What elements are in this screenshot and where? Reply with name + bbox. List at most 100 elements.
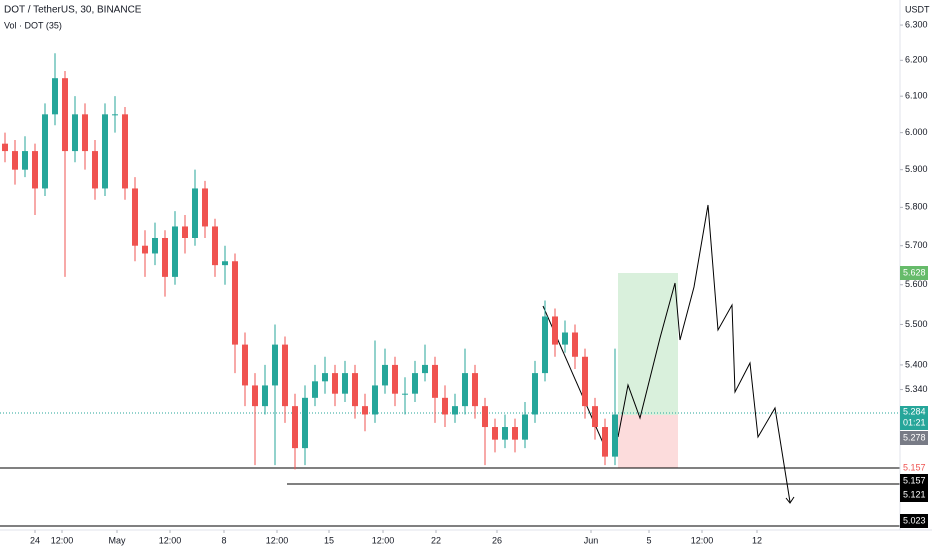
candle-body — [582, 356, 588, 407]
candle-body — [442, 397, 448, 415]
x-tick-label: 15 — [324, 535, 334, 545]
y-tick-label: 5.900 — [905, 164, 928, 174]
candle-body — [252, 385, 258, 407]
candle-body — [172, 226, 178, 277]
y-tick-label: 5.600 — [905, 279, 928, 289]
x-tick-label: 22 — [431, 535, 441, 545]
candle-body — [182, 226, 188, 238]
candle-body — [362, 406, 368, 415]
badge — [900, 266, 928, 280]
candle-body — [122, 114, 128, 189]
badge-label: 01:21 — [903, 417, 926, 427]
candle-body — [502, 427, 508, 440]
candle-body — [572, 332, 578, 357]
badge-label: 5.278 — [903, 432, 926, 442]
candle-body — [222, 261, 228, 266]
candle-body — [372, 385, 378, 415]
candle-body — [12, 151, 18, 170]
candle-body — [162, 237, 168, 277]
candle-body — [402, 393, 408, 395]
candle-body — [412, 373, 418, 394]
candle-body — [272, 344, 278, 386]
x-tick-label: 24 — [30, 535, 40, 545]
candle-body — [422, 364, 428, 374]
candle-body — [72, 114, 78, 152]
badge-label: 5.157 — [903, 462, 926, 472]
candle-body — [602, 427, 608, 457]
candle-body — [132, 188, 138, 246]
x-tick-label: 5 — [646, 535, 651, 545]
candle-body — [262, 385, 268, 407]
y-tick-label: 5.700 — [905, 240, 928, 250]
candle-body — [392, 364, 398, 394]
candle-body — [292, 406, 298, 449]
candle-body — [552, 316, 558, 345]
candle-body — [592, 406, 598, 428]
candle-body — [352, 373, 358, 407]
y-axis-label: USDT — [905, 4, 930, 14]
candle-body — [432, 364, 438, 398]
candle-body — [562, 332, 568, 345]
badge — [900, 431, 928, 445]
x-tick-label: May — [108, 535, 126, 545]
candle-body — [42, 114, 48, 189]
candle-body — [192, 188, 198, 238]
badge — [900, 514, 928, 528]
chart-title: DOT / TetherUS, 30, BINANCE — [4, 5, 142, 16]
x-tick-label: 12:00 — [372, 535, 395, 545]
candle-body — [532, 373, 538, 415]
candle-body — [142, 245, 148, 254]
candle-body — [462, 373, 468, 407]
candle-body — [522, 414, 528, 440]
x-tick-label: 12:00 — [691, 535, 714, 545]
candle-body — [32, 151, 38, 189]
y-tick-label: 5.800 — [905, 202, 928, 212]
badge-label: 5.121 — [903, 489, 926, 499]
candle-body — [472, 373, 478, 407]
x-tick-label: 8 — [221, 535, 226, 545]
y-tick-label: 6.200 — [905, 55, 928, 65]
y-tick-label: 5.400 — [905, 359, 928, 369]
badge — [900, 488, 928, 502]
candle-body — [102, 114, 108, 189]
candle-body — [542, 316, 548, 374]
candle-body — [232, 261, 238, 345]
candle-body — [82, 114, 88, 152]
volume-title: Vol · DOT (35) — [4, 20, 62, 30]
badge — [900, 406, 928, 430]
candle-body — [452, 406, 458, 415]
badge-label: 5.157 — [903, 475, 926, 485]
candle-body — [342, 373, 348, 394]
candle-body — [22, 151, 28, 170]
candle-body — [202, 188, 208, 227]
candle-body — [62, 78, 68, 152]
y-tick-label: 5.500 — [905, 319, 928, 329]
badge — [900, 474, 928, 488]
x-tick-label: 12:00 — [159, 535, 182, 545]
x-tick-label: 12:00 — [266, 535, 289, 545]
price-badges: 5.628 5.284 01:21 5.278 5.157 5.157 5.12… — [900, 266, 928, 528]
candle-body — [382, 364, 388, 386]
profit-zone — [618, 273, 678, 415]
candle-body — [2, 143, 8, 152]
candle-body — [512, 427, 518, 440]
candle-body — [242, 344, 248, 386]
x-tick-label: 12:00 — [51, 535, 74, 545]
candle-body — [302, 397, 308, 449]
x-tick-label: 12 — [752, 535, 762, 545]
candle-body — [112, 114, 118, 116]
candle-body — [282, 344, 288, 407]
x-tick-label: Jun — [584, 535, 599, 545]
candle-body — [332, 373, 338, 394]
badge-label: 5.284 — [903, 406, 926, 416]
arrow-head — [785, 496, 795, 504]
candle-body — [482, 406, 488, 428]
candles — [2, 53, 618, 470]
candle-body — [92, 151, 98, 189]
candle-body — [212, 226, 218, 266]
projection-path — [617, 204, 791, 503]
candle-body — [152, 237, 158, 254]
y-tick-label: 6.000 — [905, 127, 928, 137]
y-tick-label: 6.300 — [905, 19, 928, 29]
